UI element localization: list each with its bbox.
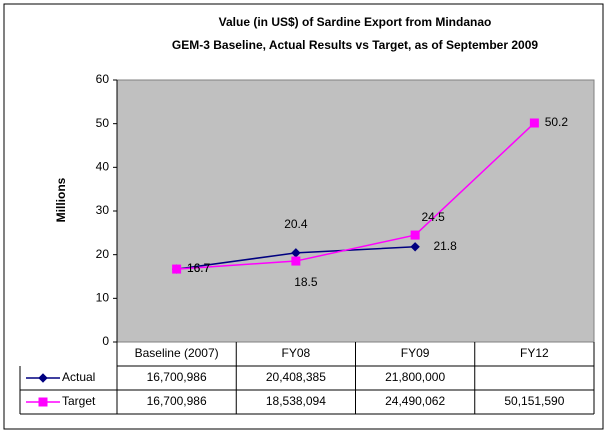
y-tick-label: 20: [96, 247, 110, 261]
table-cell: 24,490,062: [385, 394, 445, 408]
y-tick-label: 30: [96, 203, 110, 217]
legend-label: Target: [62, 394, 96, 408]
legend-marker: [38, 373, 48, 383]
x-tick-label: FY12: [520, 346, 549, 360]
table-cell: 21,800,000: [385, 370, 445, 384]
series-line: [176, 122, 535, 270]
y-tick-label: 60: [96, 72, 110, 86]
x-tick-label: FY09: [401, 346, 430, 360]
table-cell: 50,151,590: [504, 394, 564, 408]
y-tick-label: 40: [96, 160, 110, 174]
table-cell: 16,700,986: [147, 394, 207, 408]
table-cell: 16,700,986: [147, 370, 207, 384]
plot-area: [116, 79, 595, 343]
legend-label: Actual: [62, 370, 95, 384]
marker: [172, 264, 182, 274]
data-label: 50.2: [545, 115, 569, 129]
data-label: 20.4: [284, 217, 308, 231]
data-label: 21.8: [433, 239, 457, 253]
y-tick-label: 0: [102, 334, 109, 348]
table-cell: 18,538,094: [266, 394, 326, 408]
y-axis-label: Millions: [54, 177, 68, 222]
y-tick-label: 10: [96, 291, 110, 305]
legend-marker: [38, 397, 48, 407]
data-label: 18.5: [294, 275, 318, 289]
marker: [410, 230, 420, 240]
marker: [529, 118, 539, 128]
x-tick-label: FY08: [282, 346, 311, 360]
chart-subtitle: GEM-3 Baseline, Actual Results vs Target…: [172, 38, 538, 52]
table-cell: 20,408,385: [266, 370, 326, 384]
y-tick-label: 50: [96, 116, 110, 130]
chart-title: Value (in US$) of Sardine Export from Mi…: [219, 15, 492, 29]
data-label: 16.7: [187, 261, 211, 275]
data-label: 24.5: [421, 210, 445, 224]
marker: [410, 242, 420, 252]
marker: [291, 256, 301, 266]
x-tick-label: Baseline (2007): [135, 346, 219, 360]
